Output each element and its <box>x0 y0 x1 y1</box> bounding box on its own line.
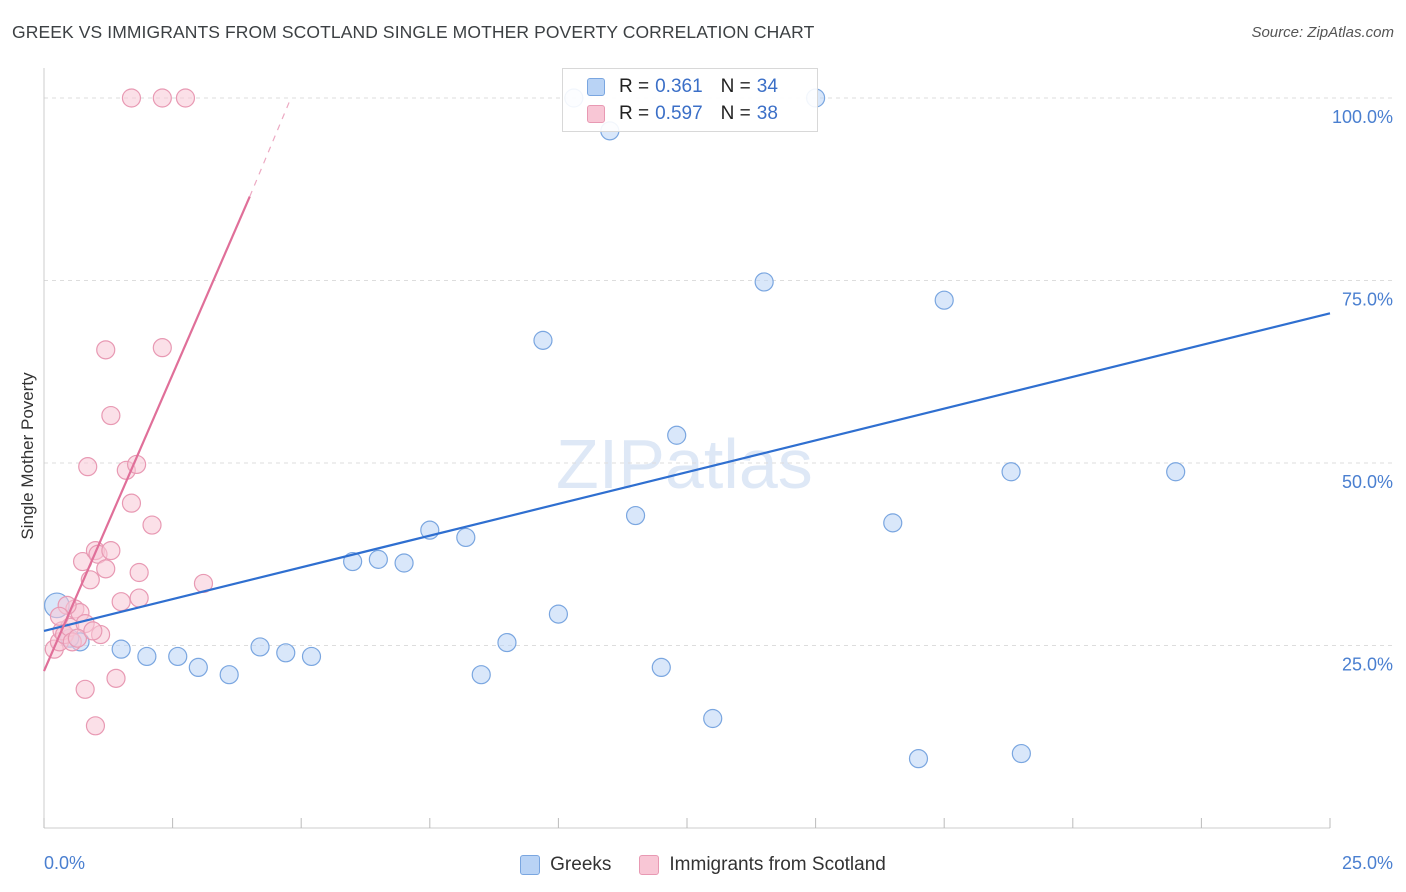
scotland-point <box>175 88 196 108</box>
greeks-point <box>533 330 553 350</box>
n-label: N = <box>720 103 751 124</box>
legend-label-greeks: Greeks <box>550 854 612 875</box>
legend-row-scotland: R = 0.597 N = 38 <box>587 102 778 126</box>
scotland-r-value: 0.597 <box>655 103 703 124</box>
greeks-point <box>651 657 671 678</box>
scotland-trend-line <box>42 196 251 672</box>
greeks-point <box>301 646 322 667</box>
greeks-point <box>111 639 131 659</box>
greeks-n-value: 34 <box>756 76 778 97</box>
greeks-swatch <box>520 855 541 875</box>
scotland-point <box>101 405 121 426</box>
legend-item-greeks[interactable]: Greeks <box>520 854 611 876</box>
legend-item-scotland[interactable]: Immigrants from Scotland <box>639 854 886 876</box>
scotland-point <box>106 668 126 688</box>
greeks-point <box>137 646 157 667</box>
x-tick-label: 0.0% <box>44 853 85 873</box>
legend-row-greeks: R = 0.361 N = 34 <box>587 75 778 99</box>
y-axis-label: Single Mother Poverty <box>18 372 37 540</box>
greeks-swatch <box>587 78 605 96</box>
series-legend: Greeks Immigrants from Scotland <box>0 852 1406 878</box>
greeks-point <box>250 637 270 657</box>
scotland-point <box>96 559 116 579</box>
scotland-point <box>111 592 131 612</box>
greeks-point <box>188 657 208 678</box>
greeks-point <box>1166 462 1186 482</box>
scotland-point <box>96 340 116 360</box>
greeks-point <box>625 505 646 526</box>
scotland-point <box>67 628 88 648</box>
greeks-point <box>497 632 517 653</box>
scotland-point <box>83 621 103 641</box>
scotland-point <box>121 88 142 108</box>
scotland-point <box>129 588 149 608</box>
greeks-point <box>908 749 929 769</box>
y-tick-label: 25.0% <box>1342 655 1393 675</box>
greeks-point <box>168 646 188 667</box>
greeks-point <box>394 553 414 573</box>
scotland-point <box>142 515 162 535</box>
greeks-point <box>276 643 296 663</box>
scotland-swatch <box>639 855 660 875</box>
scotland-point <box>152 88 172 108</box>
watermark-sub: atlas <box>664 425 813 503</box>
y-tick-label: 75.0% <box>1342 290 1393 310</box>
greeks-point <box>1001 462 1021 482</box>
stats-legend: R = 0.361 N = 34 R = 0.597 N = 38 <box>562 68 818 132</box>
r-label: R = <box>619 103 650 124</box>
scotland-point <box>129 562 149 583</box>
legend-label-scotland: Immigrants from Scotland <box>669 854 886 875</box>
greeks-point <box>883 513 903 533</box>
chart-title: GREEK VS IMMIGRANTS FROM SCOTLAND SINGLE… <box>12 22 815 42</box>
greeks-trend-line <box>43 312 1331 632</box>
greeks-point <box>343 551 363 572</box>
greeks-r-value: 0.361 <box>655 76 703 97</box>
source-attribution: Source: ZipAtlas.com <box>1251 24 1394 41</box>
scotland-point <box>121 493 142 513</box>
greeks-point <box>548 604 569 624</box>
scotland-point <box>152 338 172 358</box>
greeks-point <box>703 708 723 729</box>
greeks-point <box>368 549 388 569</box>
scotland-point <box>85 716 106 736</box>
greeks-point <box>934 290 954 310</box>
x-tick-label: 25.0% <box>1342 853 1393 873</box>
scotland-trend-extension <box>249 97 292 197</box>
y-tick-label: 50.0% <box>1342 472 1393 492</box>
scotland-n-value: 38 <box>756 103 778 124</box>
r-label: R = <box>619 76 650 97</box>
scotland-point <box>101 540 121 561</box>
greeks-point <box>667 425 687 445</box>
n-label: N = <box>720 76 751 97</box>
greeks-point <box>456 527 476 548</box>
greeks-point <box>471 665 491 685</box>
greeks-point <box>219 665 239 685</box>
greeks-point <box>1011 743 1031 764</box>
scotland-point <box>75 679 95 699</box>
greeks-point <box>754 272 774 292</box>
scotland-swatch <box>587 105 605 123</box>
scotland-point <box>78 457 98 477</box>
y-tick-label: 100.0% <box>1332 107 1393 127</box>
